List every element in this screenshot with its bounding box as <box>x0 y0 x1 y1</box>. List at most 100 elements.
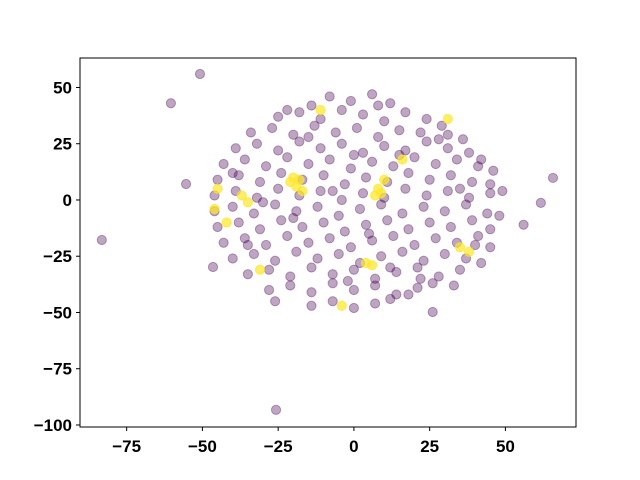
data-point <box>482 208 493 219</box>
data-point <box>348 284 360 296</box>
data-point <box>324 233 335 244</box>
data-point <box>385 262 396 273</box>
data-point <box>445 170 456 181</box>
data-point <box>194 68 206 80</box>
data-point <box>430 233 441 244</box>
data-point <box>254 264 266 275</box>
data-point <box>400 107 411 118</box>
plot-frame <box>79 57 577 428</box>
data-point <box>439 206 450 217</box>
data-point <box>373 100 384 111</box>
data-point <box>282 152 293 163</box>
data-point <box>312 253 323 264</box>
data-point <box>236 190 247 201</box>
data-point <box>285 271 296 282</box>
y-tick-label: −75 <box>43 360 72 379</box>
data-point <box>273 145 284 156</box>
data-point <box>218 158 229 170</box>
data-point <box>412 262 423 273</box>
data-point <box>379 174 390 185</box>
data-point <box>357 188 369 199</box>
data-point <box>379 140 390 152</box>
data-point <box>324 91 335 102</box>
data-point <box>535 197 546 208</box>
y-tick-label: −50 <box>43 303 72 322</box>
data-point <box>270 296 281 307</box>
data-point <box>473 161 484 172</box>
data-point <box>421 190 432 201</box>
data-point <box>433 271 444 282</box>
data-point <box>494 210 505 221</box>
data-point <box>518 219 529 230</box>
data-point <box>207 261 219 273</box>
data-point <box>391 289 402 300</box>
y-tick-label: −100 <box>34 416 72 435</box>
data-point <box>448 280 459 291</box>
data-point <box>315 185 326 197</box>
data-point <box>306 300 317 311</box>
data-point <box>388 230 399 242</box>
data-point <box>327 278 338 289</box>
data-point <box>370 273 381 284</box>
data-point <box>270 404 282 415</box>
data-point <box>421 113 432 125</box>
data-point <box>376 199 387 210</box>
data-point <box>397 208 408 219</box>
data-point <box>457 134 469 145</box>
data-point <box>445 221 456 233</box>
data-point <box>248 248 260 260</box>
data-point <box>547 172 559 184</box>
data-point <box>348 149 360 161</box>
data-point <box>333 210 344 221</box>
data-point <box>370 280 381 291</box>
data-point <box>370 298 381 309</box>
data-point <box>403 167 414 179</box>
data-point <box>330 127 341 138</box>
data-point <box>276 215 287 226</box>
data-point <box>430 158 441 170</box>
data-point <box>233 217 244 228</box>
data-point <box>421 136 432 147</box>
data-point <box>263 284 275 296</box>
data-point <box>485 179 496 190</box>
data-point <box>324 154 335 165</box>
y-tick-label: 0 <box>63 191 72 210</box>
data-point <box>306 100 317 111</box>
data-point <box>266 122 278 134</box>
data-point <box>442 143 453 154</box>
data-point <box>260 161 272 172</box>
data-point <box>466 176 478 188</box>
data-point <box>427 278 438 289</box>
x-tick-label: −50 <box>188 437 217 456</box>
x-tick-label: 50 <box>496 437 515 456</box>
data-point <box>230 143 241 154</box>
data-point <box>282 230 293 242</box>
data-point <box>366 260 378 271</box>
data-point <box>233 170 244 181</box>
data-point <box>303 158 314 170</box>
data-point <box>403 289 414 300</box>
data-point <box>273 183 284 194</box>
data-point <box>394 125 405 136</box>
data-point <box>463 192 475 203</box>
data-point <box>415 273 426 284</box>
data-point <box>354 203 366 215</box>
data-point <box>257 197 269 208</box>
data-point <box>357 147 369 158</box>
data-point <box>180 178 192 190</box>
data-point <box>248 208 260 219</box>
data-point <box>309 120 320 131</box>
data-point <box>360 172 372 183</box>
data-point <box>227 167 238 179</box>
data-point <box>251 192 263 203</box>
data-point <box>270 255 281 266</box>
data-point <box>351 122 363 134</box>
data-point <box>454 183 466 194</box>
data-point <box>251 138 263 149</box>
data-point <box>242 239 253 251</box>
data-point <box>291 246 302 257</box>
data-point <box>96 234 107 246</box>
data-point <box>294 107 305 118</box>
data-point <box>339 226 350 237</box>
